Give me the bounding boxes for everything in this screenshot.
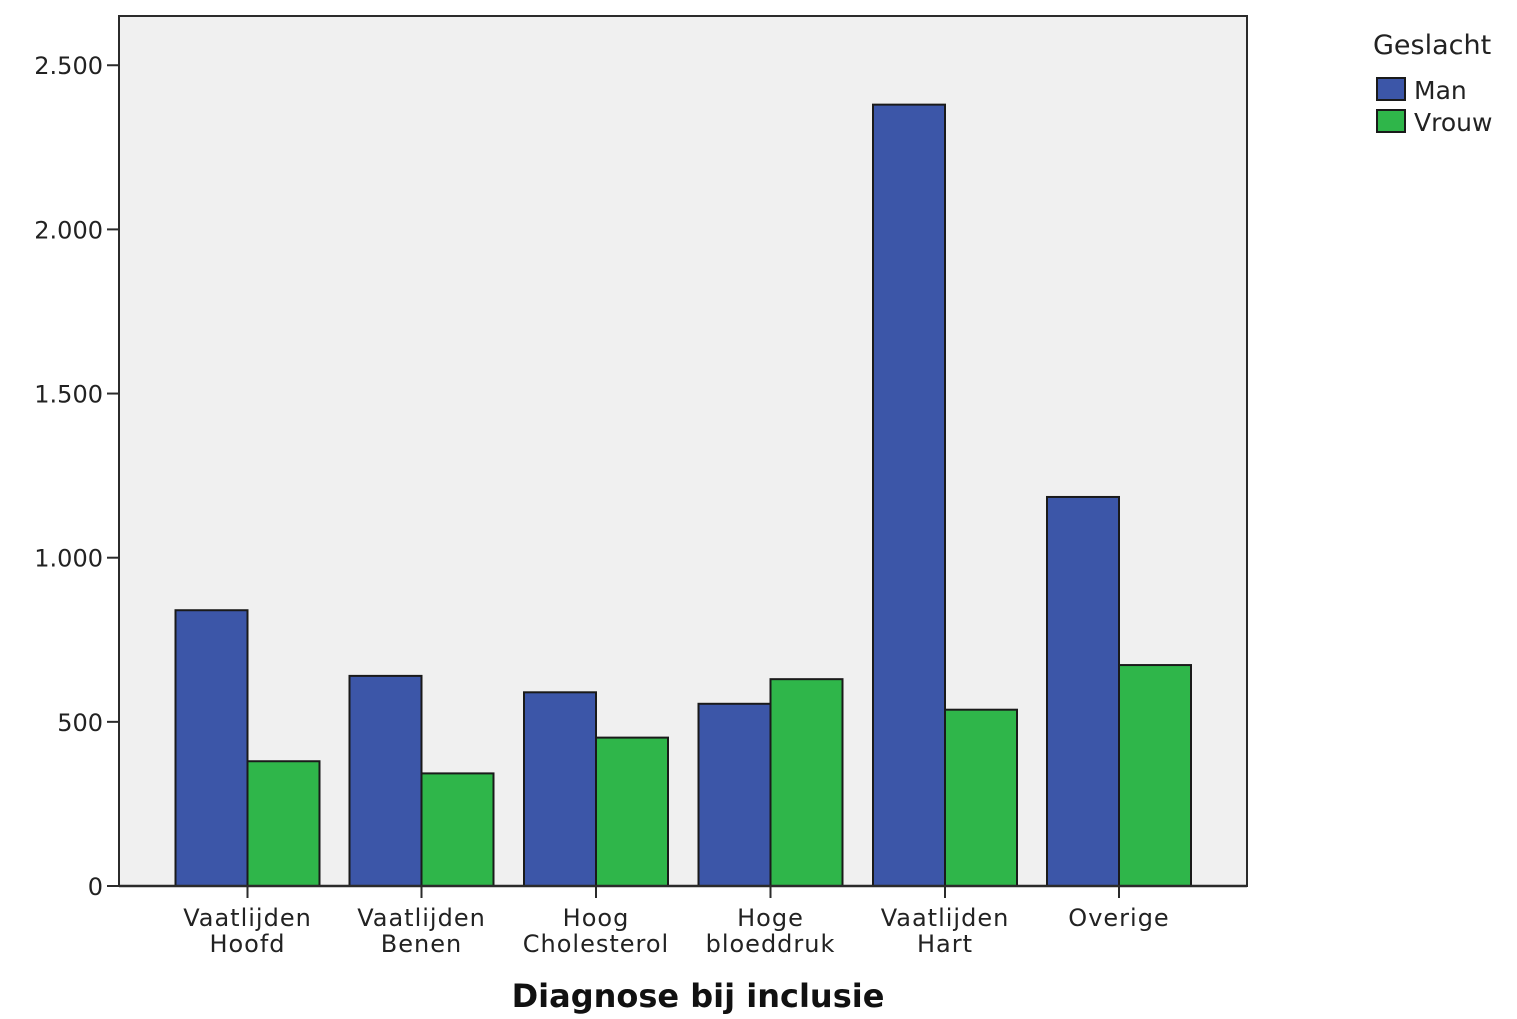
y-axis-ticks: 0 500 1.000 1.500 2.000 2.500 <box>34 52 119 901</box>
bars-group <box>174 103 1192 888</box>
x-tick-label: Overige <box>1068 904 1169 932</box>
x-axis-title: Diagnose bij inclusie <box>512 977 885 1014</box>
legend-swatch-man <box>1376 77 1406 101</box>
bar-vrouw <box>595 736 669 887</box>
x-tick-label: Hart <box>917 930 973 958</box>
x-tick-label: Benen <box>381 930 462 958</box>
bar-vrouw <box>420 772 495 887</box>
y-tick-label: 0 <box>88 873 103 901</box>
x-tick-label: Cholesterol <box>523 930 669 958</box>
bar-man <box>523 691 597 887</box>
bar-vrouw <box>944 708 1018 888</box>
x-axis-ticks: VaatlijdenHoofdVaatlijdenBenenHoogCholes… <box>183 886 1169 958</box>
legend-title: Geslacht <box>1373 30 1491 61</box>
bar-vrouw <box>246 760 321 888</box>
y-tick-label: 2.500 <box>34 52 103 80</box>
x-tick-label: Hoog <box>563 904 630 932</box>
legend-label-man: Man <box>1414 76 1467 105</box>
bar-man <box>1046 495 1120 887</box>
bar-man <box>348 674 423 887</box>
bar-vrouw <box>769 678 844 887</box>
y-tick-label: 1.500 <box>34 381 103 409</box>
x-tick-label: Vaatlijden <box>183 904 312 932</box>
legend-swatch-vrouw <box>1376 109 1406 133</box>
bar-man <box>174 609 249 888</box>
bar-man <box>872 103 946 888</box>
bar-vrouw <box>1118 664 1192 888</box>
x-tick-label: Hoge <box>737 904 804 932</box>
y-tick-label: 2.000 <box>34 216 103 244</box>
legend: Geslacht Man Vrouw <box>1373 30 1492 137</box>
y-tick-label: 1.000 <box>34 545 103 573</box>
legend-label-vrouw: Vrouw <box>1414 108 1492 137</box>
x-tick-label: bloeddruk <box>706 930 836 958</box>
x-tick-label: Hoofd <box>209 930 285 958</box>
y-tick-label: 500 <box>57 709 103 737</box>
bar-man <box>697 702 772 888</box>
x-tick-label: Vaatlijden <box>357 904 486 932</box>
x-tick-label: Vaatlijden <box>881 904 1010 932</box>
